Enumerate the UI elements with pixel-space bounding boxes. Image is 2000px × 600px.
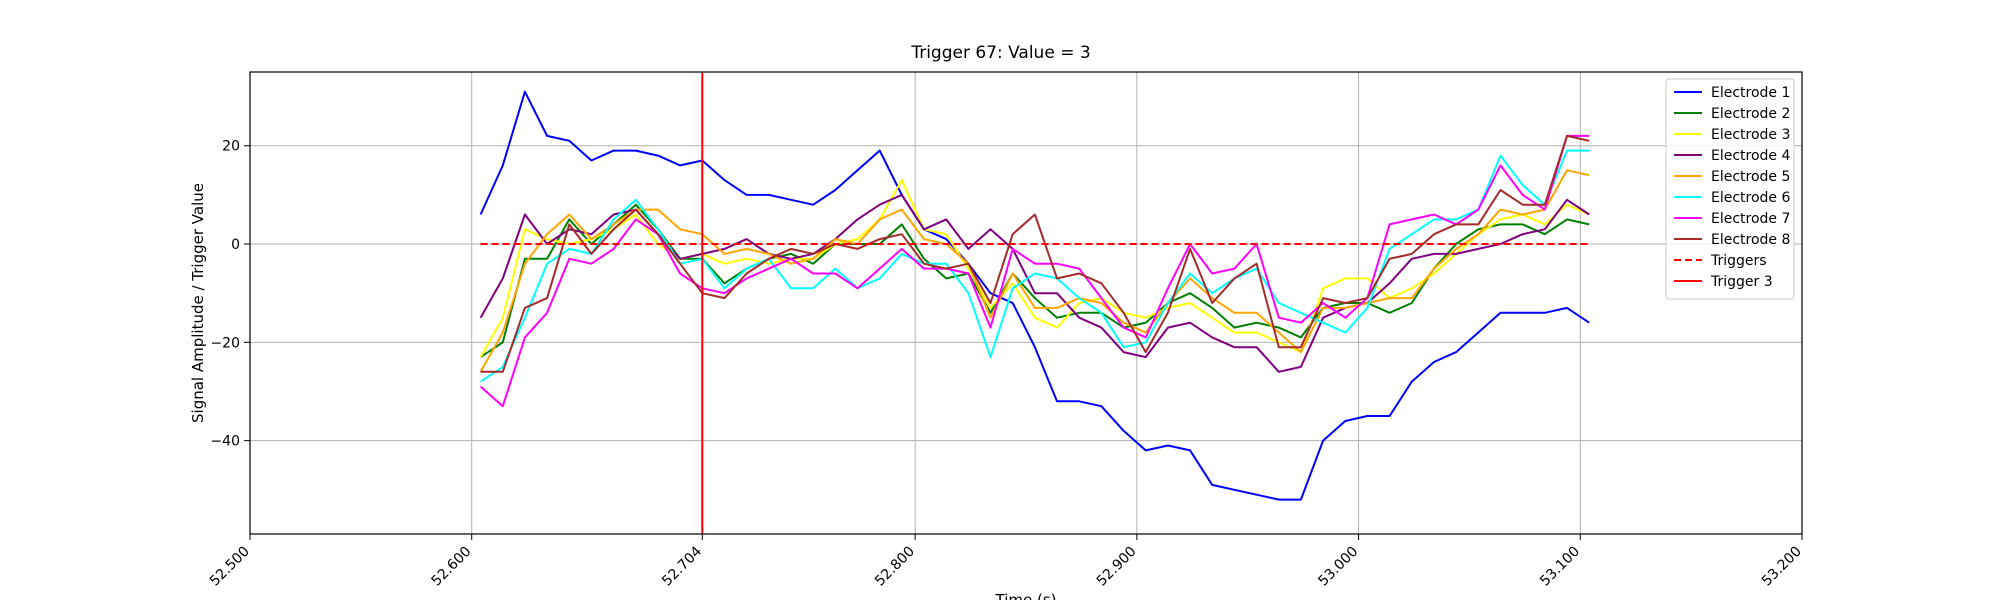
x-tick-label: 52.704 <box>659 543 705 589</box>
legend: Electrode 1 Electrode 2 Electrode 3 Electro… <box>1665 78 1795 300</box>
x-tick-label: 53.100 <box>1537 544 1583 590</box>
series-lines <box>479 90 1590 501</box>
y-tick-label: −20 <box>210 335 240 351</box>
series-line-electrode-7 <box>479 134 1590 408</box>
series-line-electrode-6 <box>480 149 1590 383</box>
legend-label: Triggers <box>1710 253 1767 269</box>
series-line-electrode-1 <box>479 90 1590 501</box>
series-line-electrode-8 <box>480 134 1590 373</box>
y-tick-label: −40 <box>210 434 240 450</box>
series-line-electrode-5 <box>479 169 1590 373</box>
x-axis-label: Time (s) <box>995 591 1057 600</box>
legend-label: Electrode 4 <box>1711 148 1790 164</box>
y-ticks: −40 −20 0 20 <box>210 139 250 450</box>
legend-label: Trigger 3 <box>1710 274 1773 290</box>
x-tick-label: 53.000 <box>1315 544 1361 590</box>
legend-label: Electrode 5 <box>1711 169 1790 185</box>
y-tick-label: 20 <box>222 139 240 155</box>
legend-label: Electrode 6 <box>1711 190 1790 206</box>
series-line-electrode-3 <box>479 179 1590 358</box>
x-tick-label: 53.200 <box>1759 544 1805 590</box>
x-ticks: 52.500 52.600 52.704 52.800 52.900 53.000 53.1… <box>207 534 1805 589</box>
chart-title: Trigger 67: Value = 3 <box>910 43 1090 63</box>
legend-label: Electrode 7 <box>1711 211 1790 227</box>
plot-frame <box>249 71 1803 535</box>
x-tick-label: 52.800 <box>872 544 918 590</box>
trigger-markers <box>480 72 1590 534</box>
y-tick-label: 0 <box>231 237 240 253</box>
legend-label: Electrode 2 <box>1711 106 1790 122</box>
x-tick-label: 52.900 <box>1094 544 1140 590</box>
legend-label: Electrode 8 <box>1711 232 1790 248</box>
legend-label: Electrode 1 <box>1711 85 1790 101</box>
y-axis-label: Signal Amplitude / Trigger Value <box>189 183 207 423</box>
x-tick-label: 52.500 <box>207 544 253 590</box>
x-tick-label: 52.600 <box>429 544 475 590</box>
legend-label: Electrode 3 <box>1711 127 1790 143</box>
